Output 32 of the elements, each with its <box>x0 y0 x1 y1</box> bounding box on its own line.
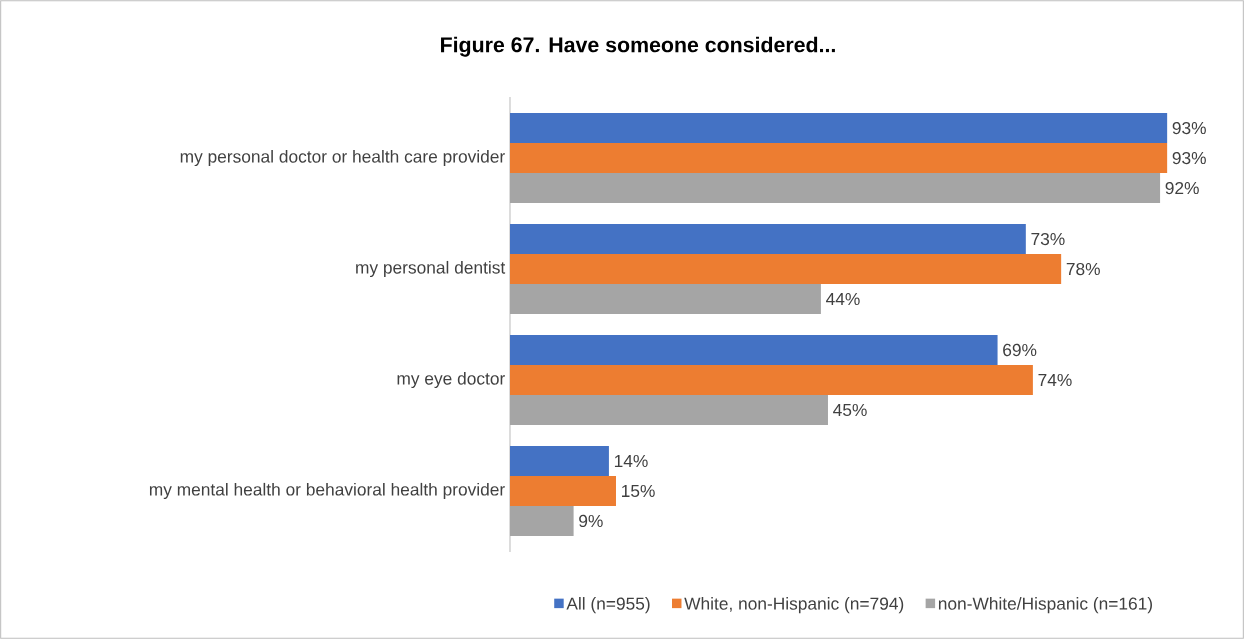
legend-label: All (n=955) <box>566 597 650 614</box>
data-label: 44% <box>826 292 860 306</box>
data-label: 9% <box>579 514 603 528</box>
y-tick-label: my personal doctor or health care provider <box>180 149 505 167</box>
bar <box>510 173 1161 204</box>
bar <box>510 364 1033 395</box>
bar <box>510 395 828 425</box>
bar <box>510 284 821 315</box>
bar <box>510 254 1062 285</box>
data-label: 69% <box>1003 343 1037 357</box>
bar <box>510 335 998 365</box>
data-label: 45% <box>833 403 867 417</box>
bar <box>510 143 1168 174</box>
legend-label: non-White/Hispanic (n=161) <box>938 597 1152 614</box>
bar <box>510 224 1026 255</box>
legend-label: White, non-Hispanic (n=794) <box>684 597 904 614</box>
bar <box>510 445 609 476</box>
data-label: 93% <box>1172 121 1206 135</box>
chart-title: Figure 67. Have someone considered... <box>441 36 835 57</box>
y-tick-label: my eye doctor <box>397 371 505 389</box>
data-label: 73% <box>1031 232 1065 246</box>
data-label: 14% <box>614 454 648 468</box>
data-label: 93% <box>1172 151 1206 165</box>
bar <box>510 475 616 506</box>
data-label: 74% <box>1038 373 1072 387</box>
bar <box>510 113 1168 144</box>
data-label: 92% <box>1165 181 1199 195</box>
data-label: 15% <box>622 484 655 498</box>
data-label: 78% <box>1066 262 1100 276</box>
y-tick-label: my mental health or behavioral health provider <box>149 482 505 500</box>
bar <box>510 505 574 536</box>
y-tick-label: my personal dentist <box>356 260 506 278</box>
